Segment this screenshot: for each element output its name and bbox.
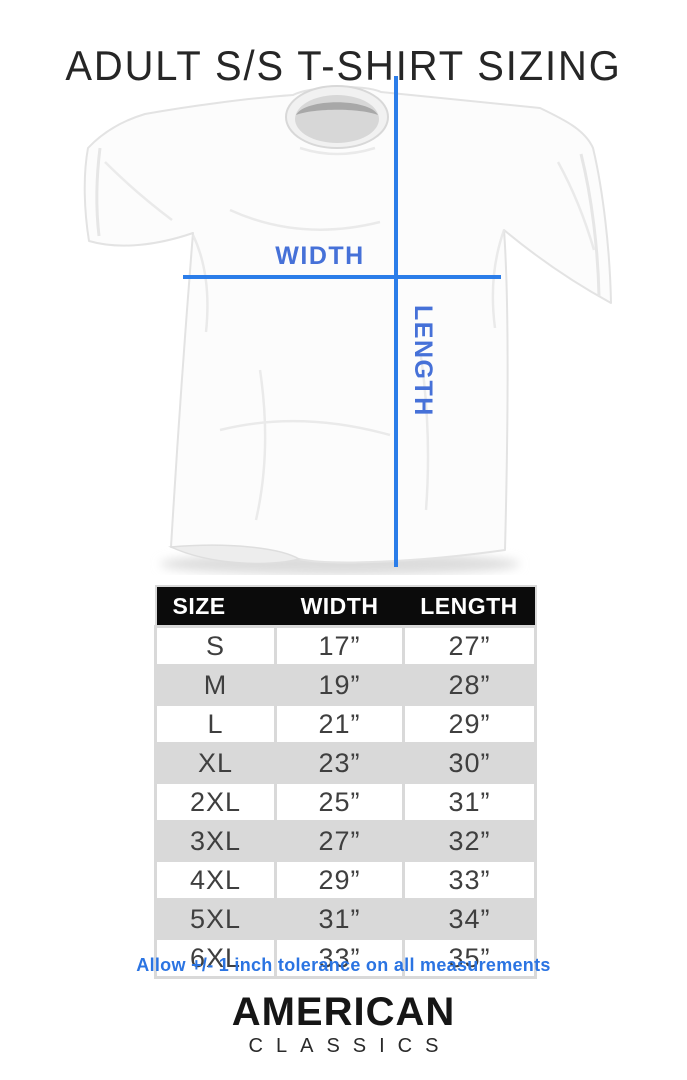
length-cell: 33” [402, 859, 537, 901]
width-cell: 31” [274, 898, 405, 940]
table-row: M 19” 28” [154, 664, 537, 706]
table-row: 4XL 29” 33” [154, 859, 537, 901]
length-measure-line [394, 76, 398, 567]
width-cell: 19” [274, 664, 405, 706]
size-cell: 4XL [154, 859, 277, 901]
size-chart-table: SIZE WIDTH LENGTH S 17” 27” M 19” 28” L … [154, 585, 537, 979]
table-row: XL 23” 30” [154, 742, 537, 784]
column-header-length: LENGTH [403, 586, 536, 627]
size-cell: S [154, 625, 277, 667]
column-header-width: WIDTH [275, 586, 404, 627]
table-row: 5XL 31” 34” [154, 898, 537, 940]
size-cell: 2XL [154, 781, 277, 823]
size-cell: 3XL [154, 820, 277, 862]
size-cell: XL [154, 742, 277, 784]
page-title: ADULT S/S T-SHIRT SIZING [65, 42, 622, 90]
length-cell: 32” [402, 820, 537, 862]
size-cell: M [154, 664, 277, 706]
collar-opening [295, 95, 379, 143]
width-label: WIDTH [275, 242, 365, 270]
right-cuff-seam [579, 153, 601, 297]
brand-logo: AMERICAN CLASSICS [0, 992, 687, 1058]
length-cell: 28” [402, 664, 537, 706]
table-row: 2XL 25” 31” [154, 781, 537, 823]
brand-name-primary: AMERICAN [231, 990, 456, 1034]
column-header-size: SIZE [155, 586, 276, 627]
width-cell: 23” [274, 742, 405, 784]
collar-inner-shadow [296, 102, 378, 115]
table-row: 6XL 33” 35” [154, 937, 537, 979]
width-cell: 17” [274, 625, 405, 667]
hem-fold [168, 544, 301, 565]
length-label: LENGTH [409, 305, 437, 417]
width-cell: 29” [274, 859, 405, 901]
width-cell: 21” [274, 703, 405, 745]
brand-name-secondary: CLASSICS [248, 1035, 452, 1057]
table-header-row: SIZE WIDTH LENGTH [155, 586, 536, 627]
length-cell: 35” [402, 937, 537, 979]
size-cell: 5XL [154, 898, 277, 940]
length-cell: 30” [402, 742, 537, 784]
length-cell: 31” [402, 781, 537, 823]
table-row: S 17” 27” [154, 625, 537, 667]
shirt-body [83, 86, 612, 564]
table-row: 3XL 27” 32” [154, 820, 537, 862]
width-cell: 33” [274, 937, 405, 979]
tolerance-note: Allow +/- 1 inch tolerance on all measur… [136, 955, 551, 975]
table-row: L 21” 29” [154, 703, 537, 745]
length-cell: 27” [402, 625, 537, 667]
left-cuff-seam [95, 147, 102, 237]
width-measure-line [183, 275, 501, 279]
width-cell: 25” [274, 781, 405, 823]
size-cell: L [154, 703, 277, 745]
wrinkle-lines [104, 146, 596, 521]
size-cell: 6XL [154, 937, 277, 979]
tshirt-diagram: WIDTH LENGTH [0, 70, 687, 575]
length-cell: 34” [402, 898, 537, 940]
tshirt-graphic [83, 85, 612, 575]
width-cell: 27” [274, 820, 405, 862]
length-cell: 29” [402, 703, 537, 745]
